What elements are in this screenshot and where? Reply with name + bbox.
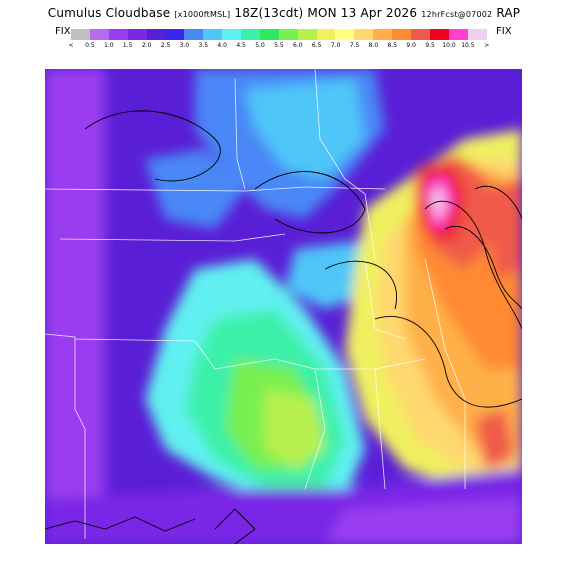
colorbar-tick-label: 10.5 — [461, 42, 475, 49]
colorbar-swatch — [184, 29, 204, 40]
colorbar-less-symbol: < — [68, 42, 74, 49]
colorbar-swatch — [335, 29, 355, 40]
colorbar-tick-label: 3.5 — [198, 42, 209, 49]
colorbar-tick-label: 9.0 — [406, 42, 416, 49]
title-valid: 18Z(13cdt) MON 13 Apr 2026 — [234, 6, 418, 20]
colorbar-swatch — [127, 29, 147, 40]
colorbar-tick-label: 8.0 — [368, 42, 379, 49]
colorbar-tick-label: 1.0 — [104, 42, 114, 49]
colorbar-swatch — [203, 29, 223, 40]
title-main: Cumulus Cloudbase — [47, 6, 171, 20]
colorbar-tick-label: 7.5 — [349, 42, 360, 49]
cloudbase-field — [45, 69, 522, 544]
colorbar-tick-label: 8.5 — [387, 42, 398, 49]
colorbar-right-fix: FIX — [496, 26, 512, 37]
colorbar-swatch — [278, 29, 298, 40]
colorbar-tick-label: 9.5 — [425, 42, 435, 49]
colorbar-tick-label: 4.0 — [217, 42, 227, 49]
colorbar — [71, 29, 487, 40]
cloudbase-map — [45, 69, 522, 544]
colorbar-swatch — [316, 29, 336, 40]
chart-title: Cumulus Cloudbase [x1000ftMSL] 18Z(13cdt… — [0, 6, 568, 20]
title-model: RAP — [496, 6, 521, 20]
colorbar-swatch — [89, 29, 109, 40]
colorbar-left-fix: FIX — [55, 26, 71, 37]
colorbar-tick-label: 2.5 — [160, 42, 171, 49]
colorbar-tick-label: 2.0 — [141, 42, 152, 49]
colorbar-swatch — [354, 29, 374, 40]
colorbar-tick-label: 7.0 — [330, 42, 341, 49]
colorbar-swatch — [411, 29, 430, 40]
colorbar-ticks: <0.5 1.0 1.5 2.0 2.5 3.0 3.5 4.0 4.5 5.0 5.5 6.0 6.5… — [62, 42, 507, 52]
colorbar-swatch — [259, 29, 279, 40]
colorbar-swatch — [448, 29, 468, 40]
colorbar-swatch — [241, 29, 260, 40]
colorbar-tick-label: 5.0 — [255, 42, 265, 49]
colorbar-swatch — [467, 29, 487, 40]
title-forecast: 12hrFcst@07002 — [421, 10, 493, 19]
colorbar-tick-label: 10.0 — [442, 42, 456, 49]
colorbar-swatch — [297, 29, 317, 40]
colorbar-tick-label: 3.0 — [179, 42, 190, 49]
colorbar-tick-label: 5.5 — [274, 42, 284, 49]
colorbar-swatch — [392, 29, 412, 40]
colorbar-swatch — [71, 29, 90, 40]
title-units: [x1000ftMSL] — [174, 10, 231, 19]
colorbar-swatch — [146, 29, 166, 40]
colorbar-tick-label: 6.5 — [311, 42, 322, 49]
colorbar-swatch — [165, 29, 185, 40]
colorbar-swatch — [222, 29, 242, 40]
colorbar-tick-label: 6.0 — [293, 42, 303, 49]
colorbar-tick-label: 0.5 — [85, 42, 95, 49]
colorbar-swatch — [373, 29, 393, 40]
colorbar-swatch — [429, 29, 449, 40]
colorbar-tick-label: 4.5 — [236, 42, 246, 49]
colorbar-greater-symbol: > — [484, 42, 490, 49]
colorbar-tick-label: 1.5 — [122, 42, 133, 49]
colorbar-swatch — [108, 29, 128, 40]
